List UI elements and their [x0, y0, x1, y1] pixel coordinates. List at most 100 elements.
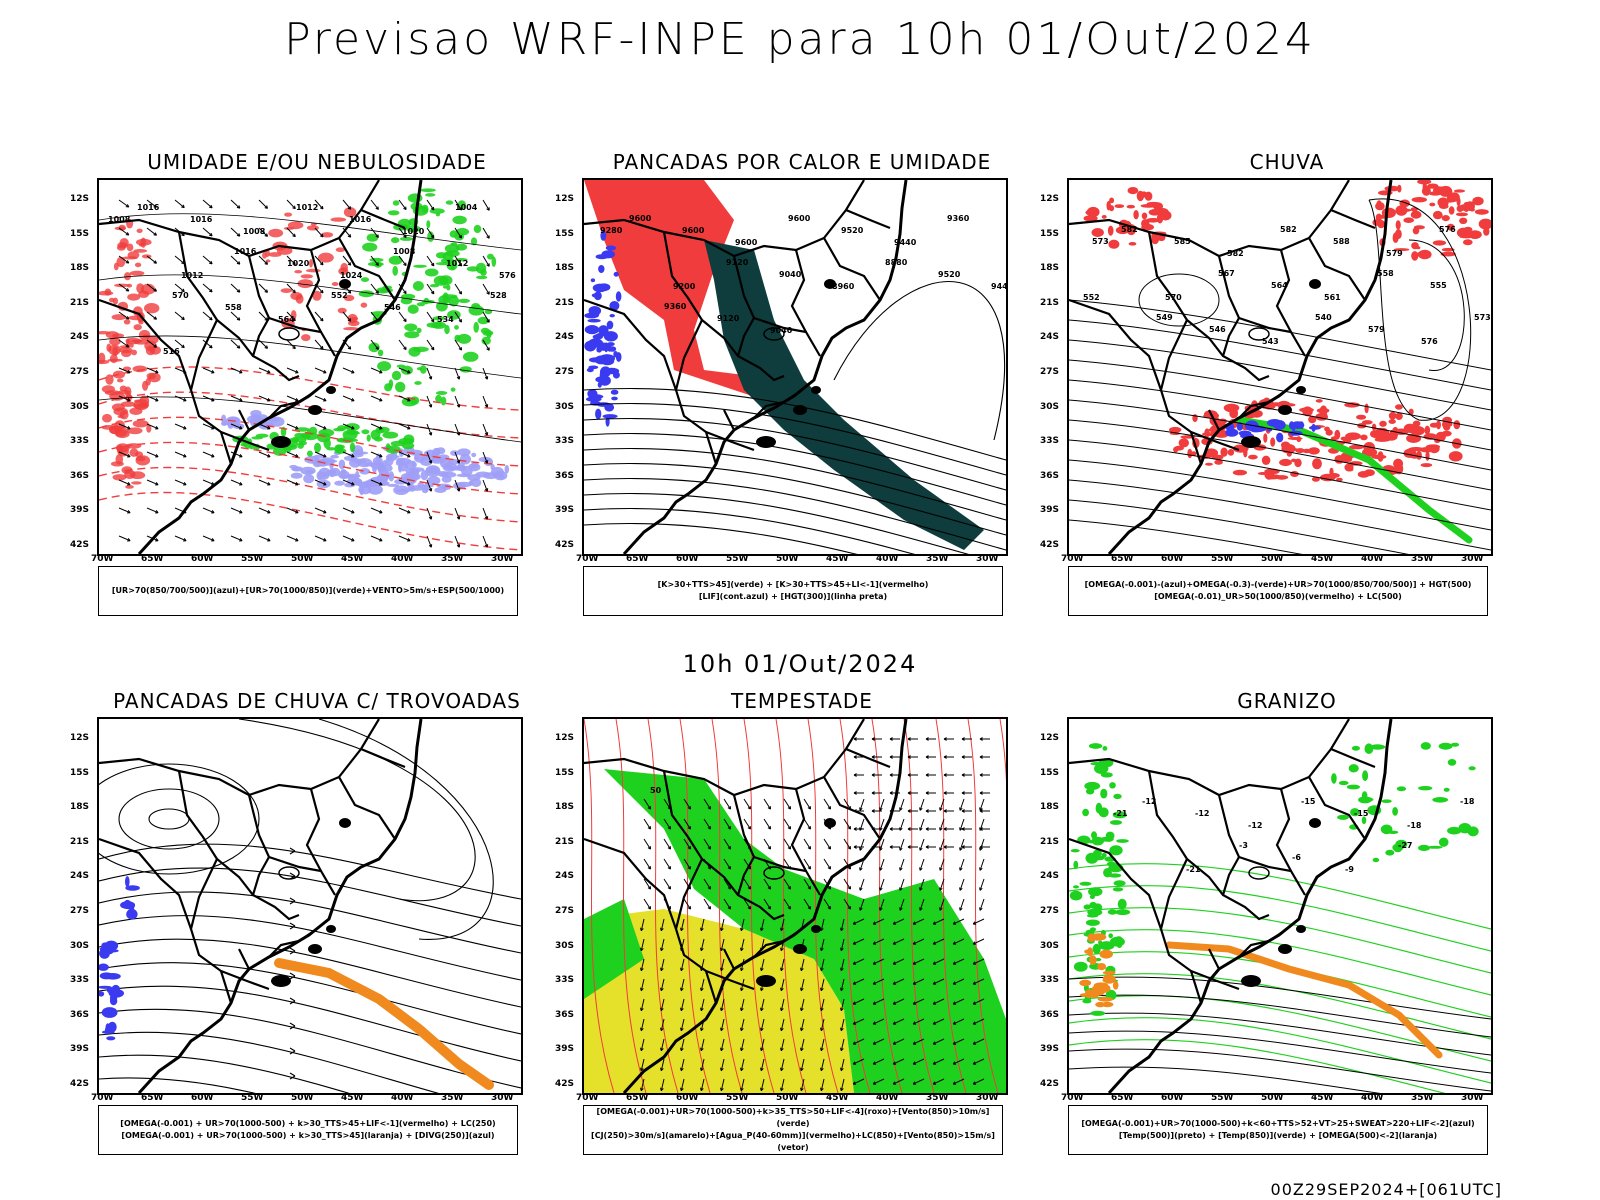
- contour-label: -18: [1460, 797, 1475, 806]
- lat-tick-label: 24S: [1040, 871, 1060, 882]
- lat-tick-label: 21S: [1040, 297, 1060, 308]
- legend-line: [OMEGA(-0.01)_UR>50(1000/850)(vermelho) …: [1154, 592, 1402, 601]
- lon-tick-label: 70W: [1061, 1093, 1084, 1103]
- map-panel-chuva: CHUVA 582 585 582 582 588 579 576 573 570 567 564 56…: [1040, 150, 1527, 630]
- lon-tick-label: 30W: [976, 554, 999, 564]
- contour-label: 1008: [108, 215, 131, 224]
- lat-tick-label: 18S: [1040, 802, 1060, 813]
- lat-tick-label: 42S: [555, 540, 575, 550]
- lat-tick-label: 39S: [70, 505, 90, 516]
- lat-tick-label: 21S: [1040, 836, 1060, 847]
- panel-legend: [OMEGA(-0.001)-(azul)+OMEGA(-0.3)-(verde…: [1068, 566, 1488, 616]
- contour-label: -9: [1345, 865, 1354, 874]
- panel-legend: [OMEGA(-0.001)+UR>70(1000-500)+k>35_TTS>…: [583, 1105, 1003, 1155]
- contour-label: 9600: [682, 226, 705, 235]
- lat-tick-label: 12S: [70, 733, 90, 743]
- legend-line: [Temp(500)](preto) + [Temp(850)](verde) …: [1118, 1131, 1438, 1140]
- panel-legend: [K>30+TTS>45](verde) + [K>30+TTS>45+LI<-…: [583, 566, 1003, 616]
- lat-tick-label: 15S: [1040, 767, 1060, 778]
- lat-tick-label: 21S: [555, 836, 575, 847]
- lon-tick-label: 40W: [391, 1093, 414, 1103]
- legend-line: [OMEGA(-0.001)+UR>70(1000-500)+k>35_TTS>…: [596, 1107, 990, 1128]
- lat-tick-label: 42S: [1040, 1079, 1060, 1089]
- lat-tick-label: 39S: [1040, 505, 1060, 516]
- panel-legend: [UR>70(850/700/500)](azul)+[UR>70(1000/8…: [98, 566, 518, 616]
- lon-tick-label: 55W: [726, 554, 749, 564]
- contour-label: 558: [1377, 269, 1394, 278]
- contour-label: 546: [384, 303, 401, 312]
- lon-tick-label: 50W: [291, 554, 314, 564]
- contour-label: 1024: [340, 271, 363, 280]
- lat-tick-label: 33S: [1040, 975, 1060, 986]
- lon-tick-label: 60W: [1161, 1093, 1184, 1103]
- map-canvas: 1016 1016 1008 1012 1016 1020 1004 1008 1012 1016…: [99, 180, 521, 554]
- panel-title: UMIDADE E/OU NEBULOSIDADE: [147, 150, 487, 174]
- contour-label: -15: [1354, 809, 1369, 818]
- contour-label: 588: [1333, 237, 1350, 246]
- lat-tick-label: 12S: [555, 194, 575, 204]
- lon-tick-label: 30W: [1461, 1093, 1484, 1103]
- lat-tick-label: 42S: [1040, 540, 1060, 550]
- panel-legend: [OMEGA(-0.001) + UR>70(1000-500) + k>30_…: [98, 1105, 518, 1155]
- contour-label: 1004: [455, 203, 478, 212]
- map-canvas: -12 -12 -12 -15 -15 -18 -18 -21 -21 -3 -6 -9 -27: [1069, 719, 1491, 1093]
- contour-label: -27: [1398, 841, 1412, 850]
- lon-tick-label: 35W: [1411, 554, 1434, 564]
- contour-label: 564: [278, 315, 295, 324]
- lat-tick-label: 27S: [70, 367, 90, 377]
- contour-label: 1012: [296, 203, 318, 212]
- lat-tick-label: 24S: [70, 871, 90, 882]
- panel-legend: [OMEGA(-0.001)+UR>70(1000-500)+k<60+TTS>…: [1068, 1105, 1488, 1155]
- lat-tick-label: 21S: [555, 297, 575, 308]
- lat-tick-label: 30S: [1040, 401, 1060, 412]
- contour-label: -21: [1113, 809, 1128, 818]
- map-canvas: 582 585 582 582 588 579 576 573 570 567 564 561 558 5…: [1069, 180, 1491, 554]
- contour-label: 534: [437, 315, 454, 324]
- contour-label: 50: [650, 786, 662, 795]
- valid-time-subtitle: 10h 01/Out/2024: [682, 650, 918, 678]
- lat-tick-label: 12S: [1040, 733, 1060, 743]
- contour-label: 528: [490, 291, 507, 300]
- map-canvas: [99, 719, 521, 1093]
- lon-tick-label: 30W: [976, 1093, 999, 1103]
- lat-tick-label: 30S: [1040, 940, 1060, 951]
- lat-tick-label: 18S: [1040, 263, 1060, 274]
- lon-tick-label: 50W: [1261, 1093, 1284, 1103]
- lat-tick-label: 39S: [555, 1044, 575, 1055]
- contour-label: 546: [1209, 325, 1226, 334]
- lat-tick-label: 18S: [555, 263, 575, 274]
- lat-tick-label: 36S: [70, 470, 90, 481]
- lon-tick-label: 35W: [926, 554, 949, 564]
- lon-tick-label: 45W: [826, 554, 849, 564]
- contour-label: 9600: [788, 214, 811, 223]
- lon-tick-label: 65W: [626, 1093, 649, 1103]
- lon-tick-label: 65W: [1111, 1093, 1134, 1103]
- contour-label: 9120: [717, 314, 740, 323]
- contour-label: 8880: [885, 258, 908, 267]
- contour-label: 549: [1156, 313, 1173, 322]
- contour-label: 564: [1271, 281, 1288, 290]
- lat-tick-label: 39S: [555, 505, 575, 516]
- contour-label: 573: [1092, 237, 1109, 246]
- main-title: Previsao WRF-INPE para 10h 01/Out/2024: [284, 14, 1316, 65]
- lon-tick-label: 50W: [1261, 554, 1284, 564]
- contour-label: 1008: [243, 227, 266, 236]
- lon-tick-label: 35W: [1411, 1093, 1434, 1103]
- lon-tick-label: 60W: [1161, 554, 1184, 564]
- contour-label: -12: [1195, 809, 1209, 818]
- lon-tick-label: 35W: [441, 1093, 464, 1103]
- lon-tick-label: 70W: [576, 1093, 599, 1103]
- lon-tick-label: 35W: [441, 554, 464, 564]
- lat-tick-label: 24S: [1040, 332, 1060, 343]
- contour-label: 9040: [779, 270, 802, 279]
- contour-label: 543: [1262, 337, 1279, 346]
- contour-label: -3: [1239, 841, 1248, 850]
- lon-tick-label: 70W: [91, 554, 114, 564]
- forecast-map: 582 585 582 582 588 579 576 573 570 567 564 561 558 5…: [1067, 178, 1493, 556]
- contour-label: 555: [1430, 281, 1447, 290]
- panel-title: GRANIZO: [1237, 689, 1337, 713]
- lon-tick-label: 45W: [341, 554, 364, 564]
- lat-tick-label: 36S: [555, 470, 575, 481]
- contour-label: 567: [1218, 269, 1235, 278]
- lon-tick-label: 45W: [826, 1093, 849, 1103]
